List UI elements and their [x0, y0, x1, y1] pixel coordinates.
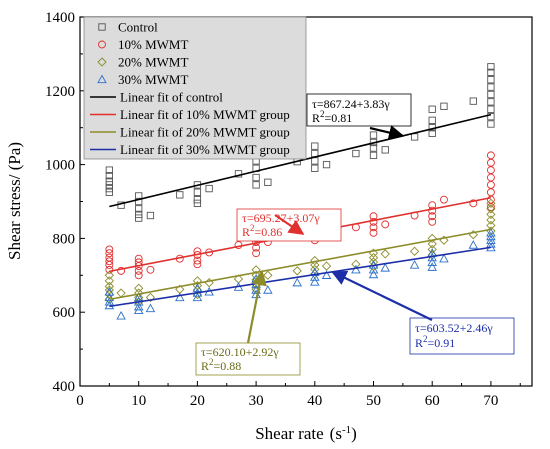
r2-value-30: =0.91: [428, 336, 456, 350]
r2-prefix-20: R: [201, 359, 209, 373]
x-axis-label: Shear rate: [255, 424, 323, 443]
y-tick-label: 1400: [45, 10, 75, 26]
y-tick-label: 600: [53, 305, 76, 321]
y-tick-label: 400: [53, 379, 76, 395]
legend-fit-label-1: Linear fit of 10% MWMT group: [120, 107, 290, 122]
legend-label-1: 10% MWMT: [118, 37, 188, 52]
annotation-control-fit: τ=867.24+3.83γ R2=0.81: [307, 94, 411, 126]
r2-prefix-30: R: [415, 336, 423, 350]
r2-10: R2=0.86: [242, 223, 282, 239]
x-tick-label: 50: [366, 393, 381, 409]
annotation-20-fit: τ=620.10+2.92γ R2=0.88: [196, 343, 300, 375]
r2-prefix-10: R: [242, 225, 250, 239]
r2-value-10: =0.86: [255, 225, 283, 239]
x-axis-title: Shear rate (s-1): [255, 424, 357, 443]
y-tick-label: 800: [53, 231, 76, 247]
r2-control: R2=0.81: [312, 109, 352, 125]
y-axis-ticks: 400 600 800 1000 1200 1400: [45, 10, 85, 395]
x-axis-unit-close: ): [351, 424, 357, 443]
r2-20: R2=0.88: [201, 357, 241, 373]
y-axis-title: Shear stress/ (Pa): [5, 142, 24, 260]
x-tick-label: 10: [131, 393, 146, 409]
r2-value-20: =0.88: [214, 359, 242, 373]
equation-30: τ=603.52+2.46γ: [415, 321, 493, 335]
r2-prefix-control: R: [312, 111, 320, 125]
r2-30: R2=0.91: [415, 334, 455, 350]
legend-label-0: Control: [118, 20, 158, 35]
annotation-30-fit: τ=603.52+2.46γ R2=0.91: [410, 318, 514, 354]
x-axis-unit: (s: [330, 424, 342, 443]
y-tick-label: 1000: [45, 158, 75, 174]
r2-value-control: =0.81: [325, 111, 353, 125]
legend-label-2: 20% MWMT: [118, 55, 188, 70]
legend-fit-label-2: Linear fit of 20% MWMT group: [120, 125, 290, 140]
x-tick-label: 30: [249, 393, 264, 409]
x-tick-label: 40: [307, 393, 322, 409]
legend-fit-label-0: Linear fit of control: [120, 90, 223, 105]
y-tick-label: 1200: [45, 84, 75, 100]
x-tick-label: 0: [76, 393, 84, 409]
x-tick-label: 60: [425, 393, 440, 409]
legend-label-3: 30% MWMT: [118, 72, 188, 87]
legend-fit-label-3: Linear fit of 30% MWMT group: [120, 142, 290, 157]
x-tick-label: 20: [190, 393, 205, 409]
x-tick-label: 70: [483, 393, 498, 409]
x-axis-unit-sup: -1: [342, 424, 351, 436]
legend: Control 10% MWMT 20% MWMT 30% MWMT Linear fi…: [84, 17, 306, 159]
